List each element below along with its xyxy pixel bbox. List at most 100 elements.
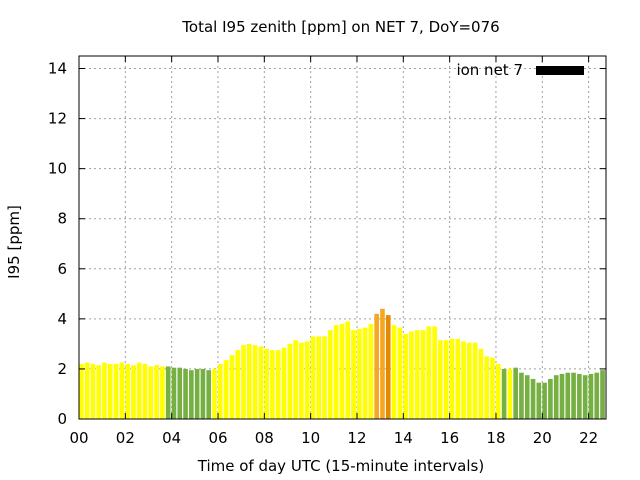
y-tick-label: 6 (57, 260, 67, 278)
bar (194, 368, 200, 419)
bar (397, 327, 403, 419)
bar (183, 368, 188, 419)
x-tick-label: 08 (255, 429, 274, 447)
bar (530, 378, 536, 419)
bar (90, 363, 96, 419)
bar (217, 363, 223, 419)
legend-swatch (536, 66, 584, 75)
bar (438, 340, 443, 419)
bar (171, 367, 177, 419)
bar (275, 350, 281, 419)
bar (136, 362, 142, 419)
bar (113, 363, 119, 419)
bar (368, 323, 374, 419)
bar (102, 362, 107, 419)
bar (125, 363, 130, 419)
bar (79, 363, 84, 419)
x-tick-label: 20 (533, 429, 552, 447)
bar (235, 350, 240, 419)
bar (524, 375, 530, 419)
bar (414, 330, 420, 419)
bar (223, 360, 229, 419)
x-tick-label: 12 (347, 429, 366, 447)
bar (270, 350, 275, 419)
bar (559, 373, 565, 419)
bar (356, 328, 362, 419)
bar (536, 382, 542, 419)
x-tick-label: 22 (579, 429, 598, 447)
y-axis-label: I95 [ppm] (5, 205, 23, 279)
bar (189, 370, 194, 419)
plot-frame (78, 55, 607, 420)
bar (490, 357, 495, 419)
bar (252, 345, 258, 419)
bar (588, 373, 594, 419)
bars (79, 308, 605, 419)
bar (600, 370, 605, 419)
x-tick-label: 10 (301, 429, 320, 447)
bar (351, 330, 356, 419)
y-tick-label: 10 (48, 160, 67, 178)
bar (322, 336, 327, 419)
bar (553, 375, 559, 419)
bar (281, 347, 287, 419)
y-tick-label: 12 (48, 110, 67, 128)
bar (467, 342, 472, 419)
bar (142, 363, 148, 419)
bar (160, 366, 165, 419)
bar (391, 325, 397, 419)
bar (229, 355, 235, 419)
y-tick-label: 14 (48, 60, 67, 78)
bar (472, 342, 478, 419)
bar (565, 372, 571, 419)
x-tick-label: 00 (69, 429, 88, 447)
bar (362, 327, 368, 419)
bar (299, 342, 304, 419)
x-tick-label: 06 (208, 429, 227, 447)
bar (380, 308, 385, 419)
bar (420, 330, 426, 419)
bar (241, 345, 246, 419)
x-axis-label: Time of day UTC (15-minute intervals) (197, 457, 484, 475)
bar (177, 367, 183, 419)
x-tick-label: 02 (116, 429, 135, 447)
bar (478, 348, 484, 419)
y-tick-label: 8 (57, 210, 67, 228)
bar (432, 326, 437, 419)
y-tick-label: 4 (57, 310, 67, 328)
bar (316, 336, 322, 419)
axis-ticks (78, 56, 606, 420)
x-tick-label: 16 (440, 429, 459, 447)
x-tick-label: 18 (486, 429, 505, 447)
bar (484, 356, 490, 419)
bar (84, 362, 90, 419)
y-tick-label: 0 (57, 410, 67, 428)
bar (495, 363, 501, 419)
bar (258, 346, 264, 419)
bar (345, 321, 351, 419)
bar (154, 365, 159, 419)
bar (328, 330, 333, 419)
bar (582, 375, 588, 419)
bar (212, 368, 217, 419)
grid (79, 56, 606, 419)
x-tick-label: 04 (162, 429, 181, 447)
bar (165, 366, 171, 419)
bar (548, 378, 553, 419)
bar (577, 373, 582, 419)
bar (107, 363, 113, 419)
bar (519, 372, 524, 419)
bar (131, 365, 136, 419)
x-tick-label: 14 (394, 429, 413, 447)
bar (339, 323, 345, 419)
bar (385, 315, 391, 419)
bar (287, 343, 293, 419)
bar (501, 368, 507, 419)
bar (461, 341, 466, 419)
bar (200, 368, 206, 419)
bar (409, 331, 414, 419)
bar (374, 313, 379, 419)
bar (304, 341, 310, 419)
bar (542, 382, 547, 419)
